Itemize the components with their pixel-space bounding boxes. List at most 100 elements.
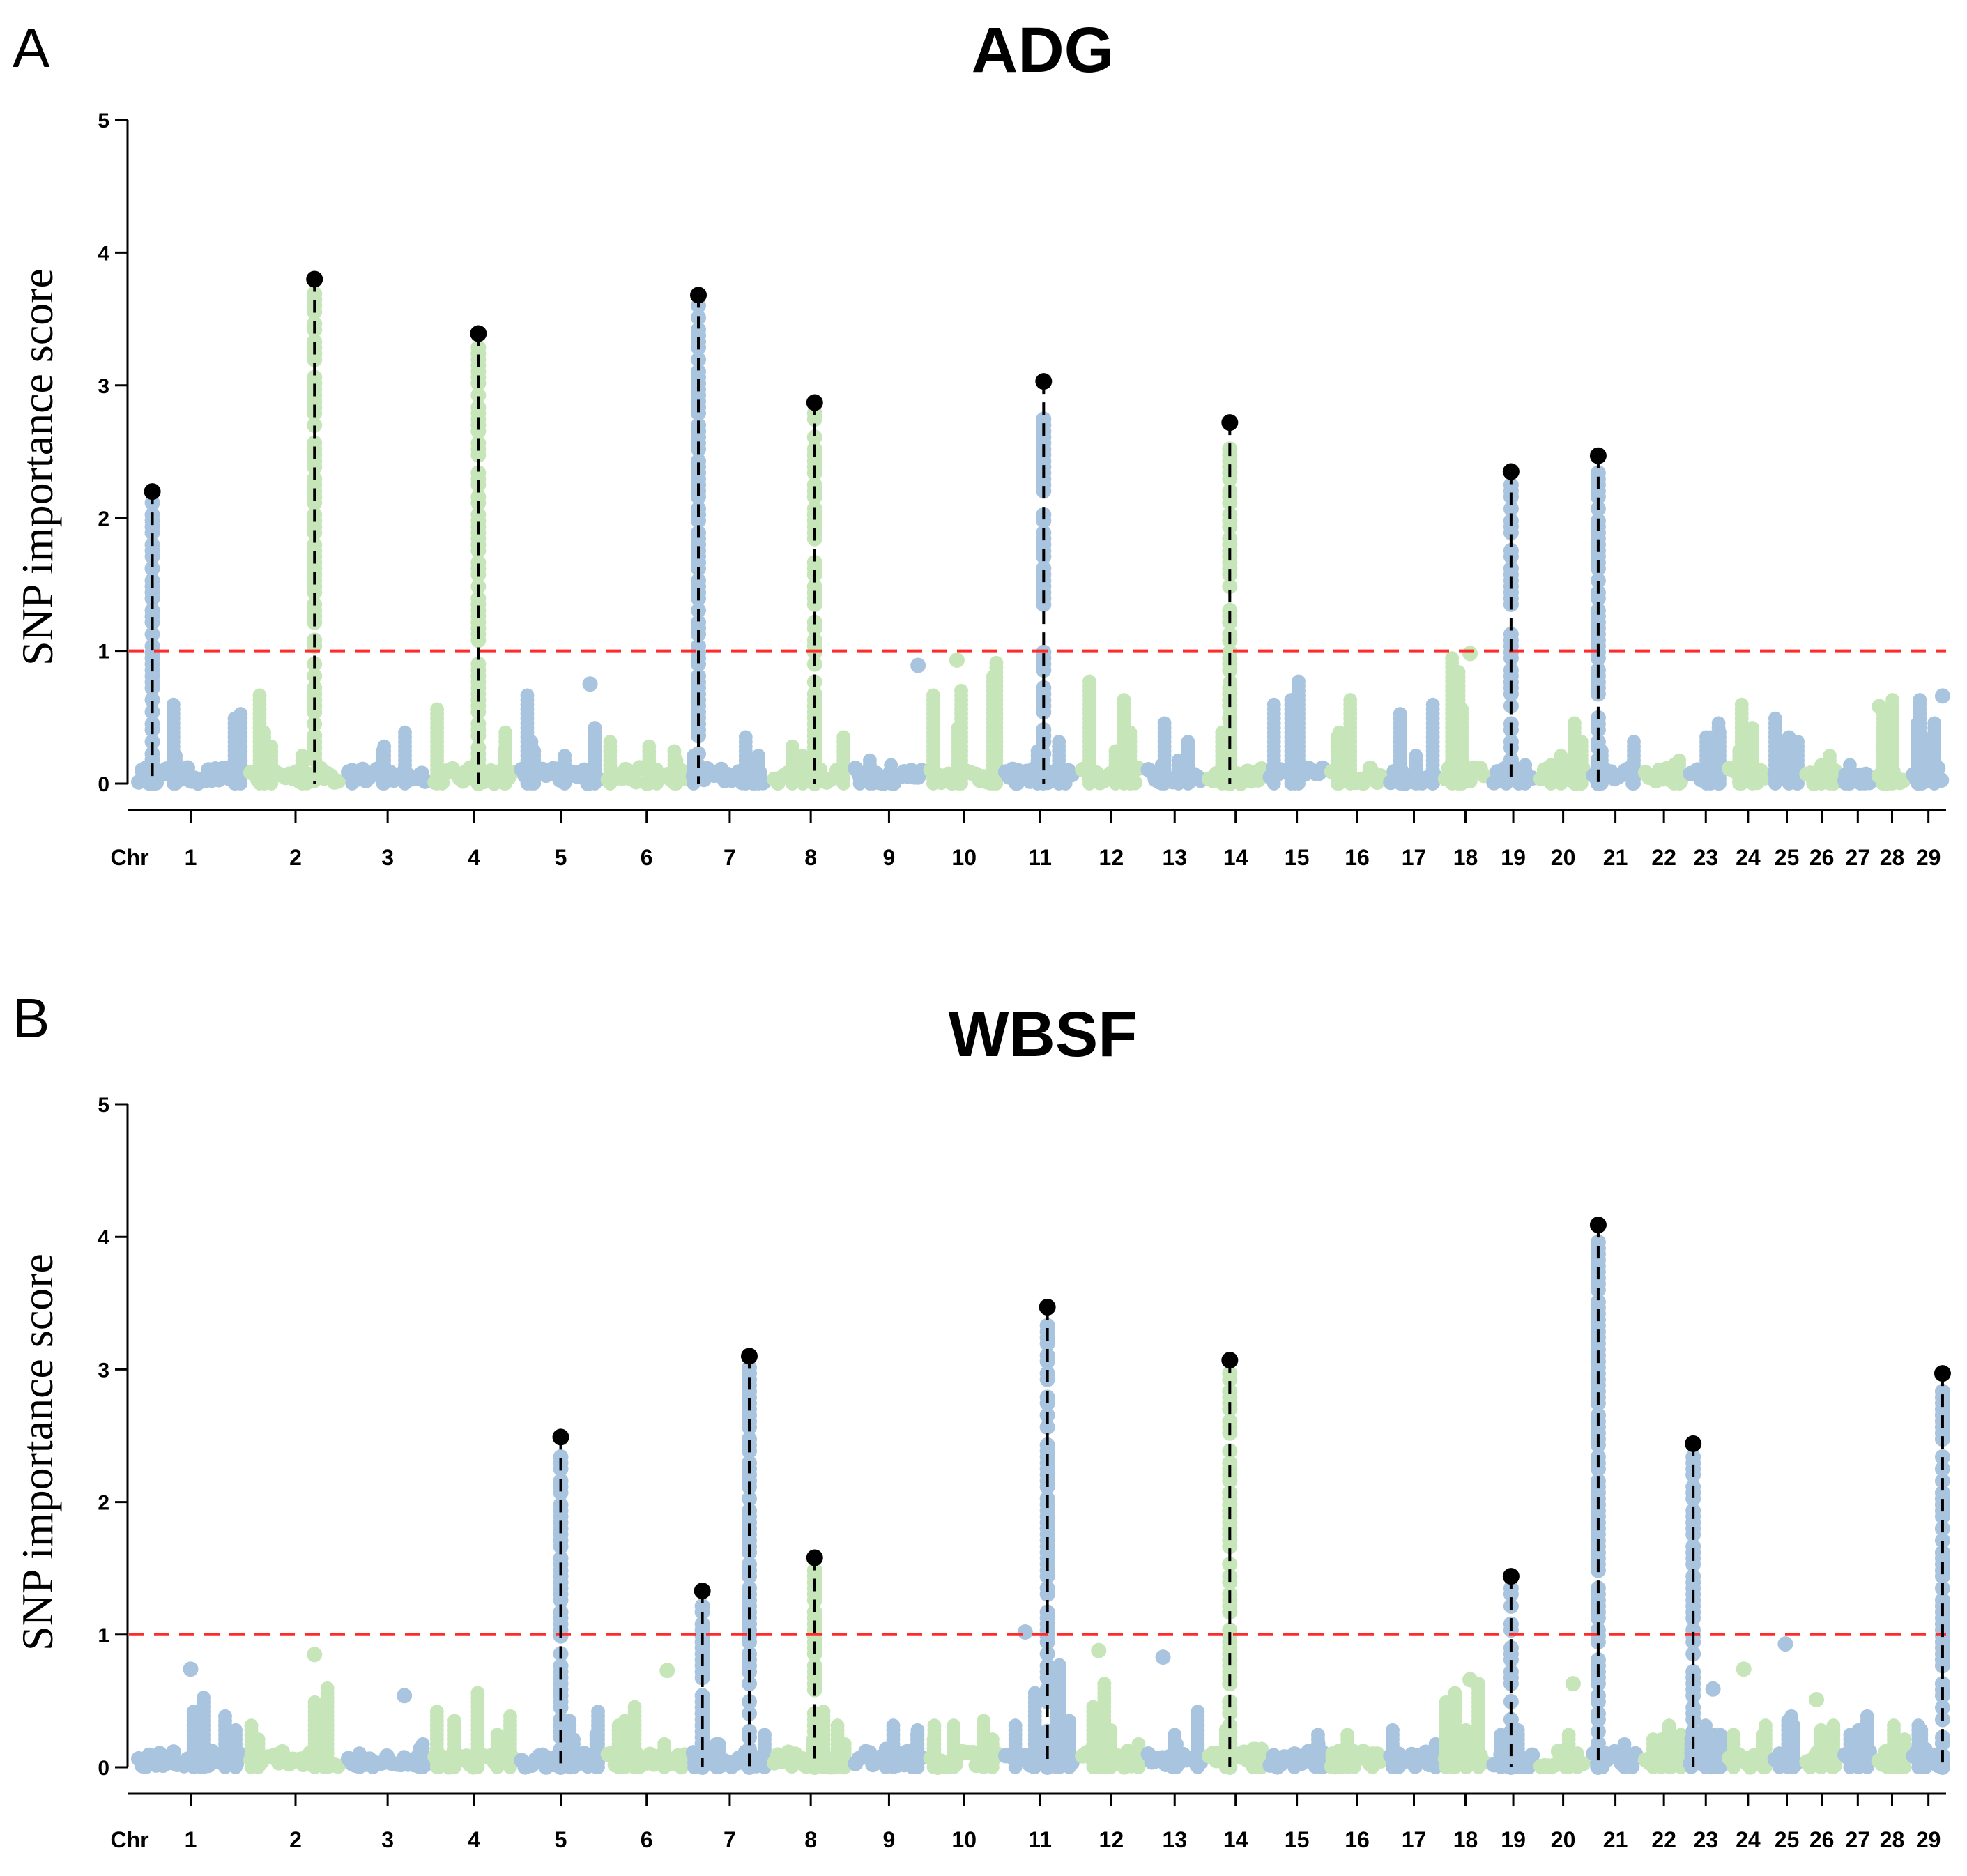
- snp-point: [197, 1691, 211, 1705]
- snp-point: [470, 507, 487, 523]
- snp-point: [1425, 697, 1440, 712]
- x-tick-label: 18: [1453, 1827, 1478, 1852]
- snp-point: [947, 1718, 961, 1732]
- snp-point: [307, 1695, 322, 1709]
- y-tick-label: 3: [98, 375, 109, 398]
- snp-point: [307, 668, 323, 684]
- snp-point: [1570, 1746, 1584, 1760]
- peak-marker: [690, 287, 707, 304]
- snp-point: [589, 1728, 604, 1742]
- y-tick-label: 1: [98, 641, 109, 664]
- x-tick-label: 6: [641, 845, 653, 870]
- snp-point: [830, 1718, 845, 1732]
- snp-point: [1246, 1741, 1260, 1756]
- x-tick-label: 3: [381, 1827, 394, 1852]
- snp-point: [1667, 758, 1681, 772]
- x-tick-label: 14: [1223, 1827, 1248, 1852]
- snp-point: [377, 739, 392, 754]
- y-axis-label: SNP importance score: [13, 268, 62, 666]
- x-tick-label: 29: [1916, 845, 1941, 870]
- y-axis-label: SNP importance score: [13, 1253, 62, 1651]
- peak-marker: [1685, 1435, 1702, 1452]
- snp-point: [1365, 1746, 1379, 1760]
- snp-point: [669, 753, 684, 768]
- snp-point: [1646, 1732, 1660, 1746]
- x-tick-label: 9: [883, 845, 896, 870]
- peak-marker: [1934, 1365, 1951, 1382]
- snp-point: [603, 735, 618, 749]
- snp-point: [307, 728, 323, 744]
- x-tick-label: 12: [1099, 1827, 1124, 1852]
- snp-point: [1887, 1718, 1901, 1732]
- snp-point: [910, 657, 926, 673]
- snp-point: [1157, 716, 1172, 731]
- snp-point: [1565, 1676, 1581, 1692]
- peak-marker: [1589, 1217, 1607, 1234]
- snp-point: [748, 753, 762, 768]
- snp-point: [1777, 1636, 1793, 1652]
- panel-letter-b: B: [13, 987, 49, 1049]
- x-tick-label: 1: [185, 845, 197, 870]
- snp-point: [691, 746, 707, 762]
- snp-point: [1914, 1723, 1929, 1737]
- snp-point: [1091, 1642, 1107, 1658]
- snp-point: [1713, 725, 1727, 740]
- snp-point: [691, 572, 707, 588]
- x-tick-label: 25: [1775, 845, 1800, 870]
- x-tick-label: 26: [1809, 845, 1835, 870]
- snp-point: [1058, 763, 1073, 777]
- snp-point: [307, 1647, 323, 1663]
- snp-point: [1181, 735, 1195, 749]
- snp-point: [413, 1741, 427, 1756]
- snp-point: [642, 739, 657, 754]
- x-tick-label: 14: [1223, 845, 1248, 870]
- snp-point: [1897, 1732, 1912, 1746]
- snp-point: [1809, 1691, 1825, 1707]
- snp-point: [627, 1700, 642, 1714]
- snp-point: [1705, 1681, 1721, 1697]
- snp-point: [470, 740, 487, 756]
- x-tick-label: 20: [1551, 845, 1576, 870]
- snp-point: [1768, 711, 1782, 726]
- snp-point: [320, 1681, 335, 1695]
- snp-point: [169, 749, 183, 763]
- snp-point: [785, 739, 799, 754]
- x-tick-label: 4: [468, 845, 480, 870]
- x-tick-label: 27: [1846, 1827, 1871, 1852]
- x-tick-label: 23: [1693, 845, 1718, 870]
- snp-point: [144, 734, 160, 750]
- snp-point: [1699, 730, 1713, 745]
- snp-point: [1732, 744, 1747, 758]
- peak-marker: [1502, 463, 1520, 480]
- snp-point: [582, 676, 598, 692]
- snp-point: [252, 688, 267, 703]
- snp-point: [1823, 749, 1837, 763]
- snp-point: [1559, 1746, 1572, 1760]
- x-tick-label: 3: [381, 845, 394, 870]
- snp-point: [1451, 693, 1466, 707]
- snp-point: [1927, 716, 1942, 731]
- snp-point: [227, 711, 242, 726]
- snp-point: [1544, 758, 1559, 772]
- snp-point: [1707, 1728, 1722, 1742]
- x-tick-label: 21: [1603, 1827, 1628, 1852]
- snp-point: [307, 435, 323, 451]
- snp-point: [1311, 1737, 1326, 1751]
- snp-point: [1347, 1751, 1361, 1765]
- x-tick-label: 7: [724, 845, 736, 870]
- x-tick-label: 6: [641, 1827, 653, 1852]
- x-tick-label: 15: [1285, 1827, 1310, 1852]
- snp-point: [1662, 1718, 1676, 1732]
- x-tick-label: 24: [1736, 1827, 1761, 1852]
- x-tick-label: 20: [1551, 1827, 1576, 1852]
- x-tick-label: 9: [883, 1827, 896, 1852]
- snp-point: [497, 744, 512, 758]
- snp-point: [1154, 758, 1169, 772]
- x-tick-label: 26: [1809, 1827, 1835, 1852]
- snp-point: [1027, 1686, 1042, 1700]
- snp-point: [657, 1737, 672, 1751]
- snp-point: [1872, 699, 1888, 715]
